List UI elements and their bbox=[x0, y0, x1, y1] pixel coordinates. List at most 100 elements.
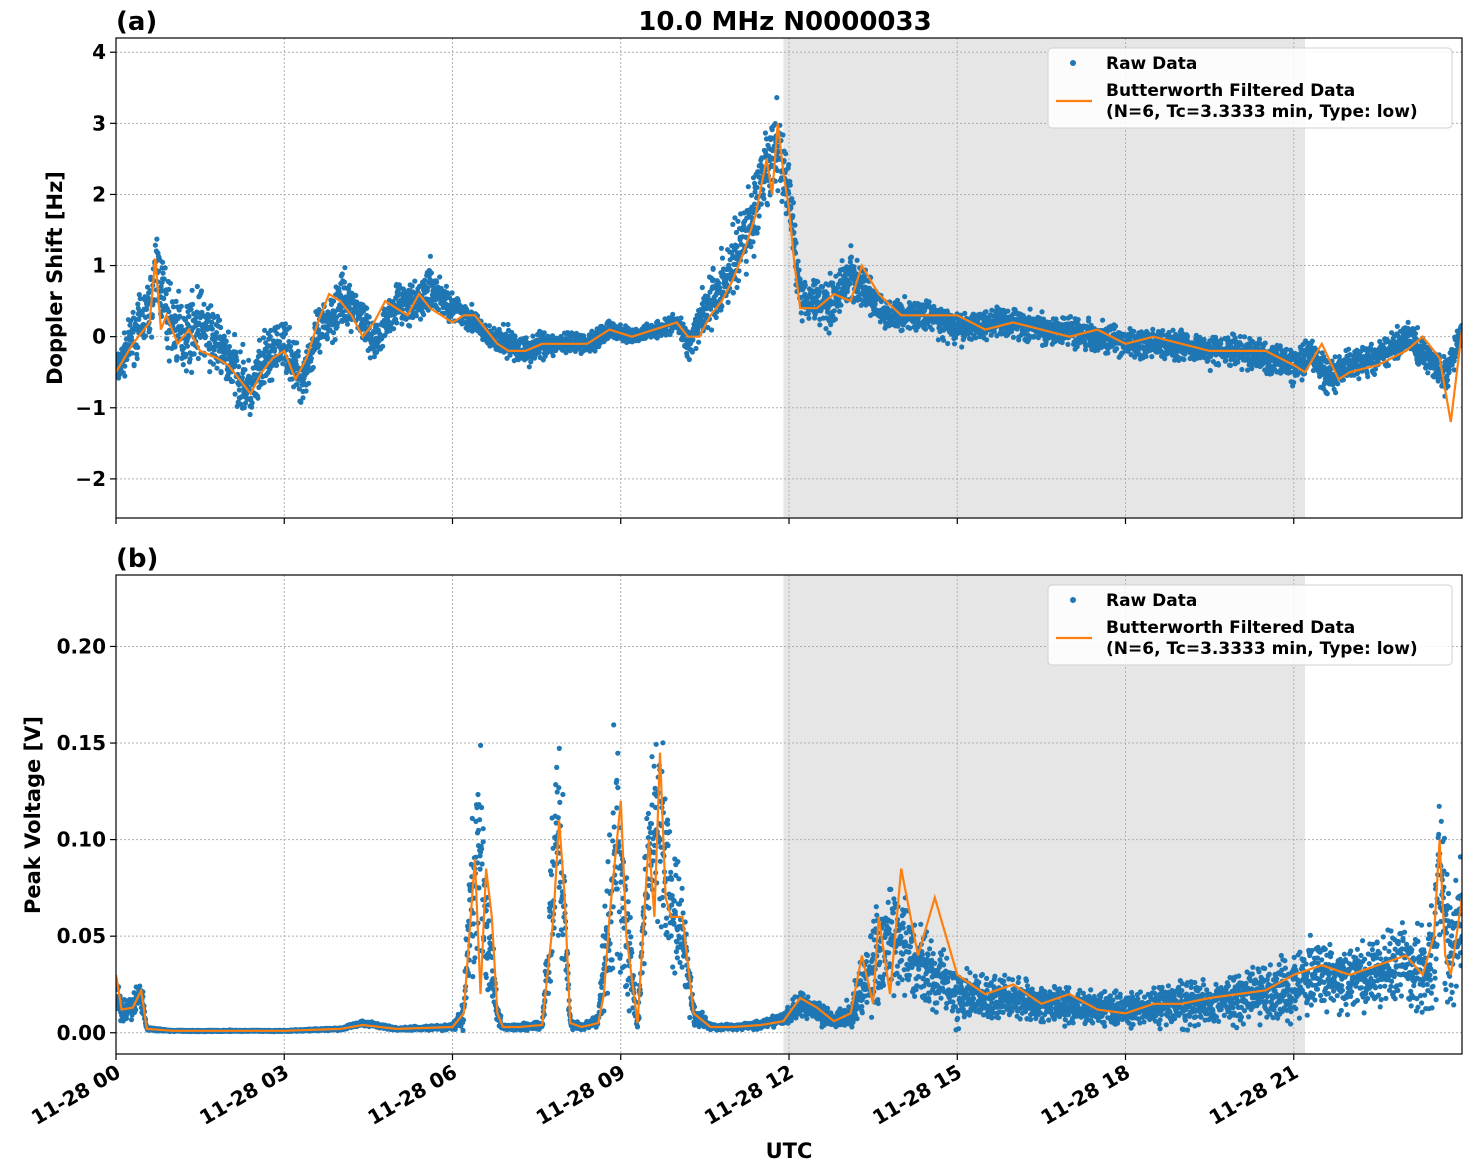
raw-data-point bbox=[268, 327, 274, 333]
raw-data-point bbox=[1086, 315, 1092, 321]
raw-data-point bbox=[407, 323, 413, 329]
raw-data-point bbox=[135, 301, 141, 307]
raw-data-point bbox=[412, 278, 418, 284]
raw-data-point bbox=[338, 294, 344, 300]
raw-data-point bbox=[732, 215, 738, 221]
raw-data-point bbox=[705, 325, 711, 331]
raw-data-point bbox=[1043, 339, 1049, 345]
raw-data-point bbox=[1324, 391, 1330, 397]
raw-data-point bbox=[197, 334, 203, 340]
raw-data-point bbox=[756, 213, 762, 219]
raw-data-point bbox=[271, 346, 278, 352]
raw-data-point bbox=[988, 332, 994, 338]
raw-data-point bbox=[748, 244, 754, 250]
raw-data-point bbox=[791, 229, 797, 236]
raw-data-point bbox=[780, 132, 786, 138]
raw-data-point bbox=[705, 293, 711, 300]
raw-data-point bbox=[1232, 335, 1238, 341]
raw-data-point bbox=[735, 278, 742, 284]
raw-data-point bbox=[1173, 331, 1179, 338]
raw-data-point bbox=[713, 314, 719, 321]
raw-data-point bbox=[861, 273, 868, 279]
raw-data-point bbox=[166, 358, 172, 364]
raw-data-point bbox=[149, 334, 155, 340]
raw-data-point bbox=[733, 229, 740, 236]
raw-data-point bbox=[1237, 333, 1243, 340]
raw-data-point bbox=[899, 305, 905, 311]
raw-data-point bbox=[405, 295, 411, 301]
raw-data-point bbox=[1100, 317, 1106, 323]
raw-data-point bbox=[342, 265, 348, 271]
raw-data-point bbox=[689, 349, 696, 355]
raw-data-point bbox=[1170, 327, 1176, 333]
raw-data-point bbox=[295, 353, 301, 359]
raw-data-point bbox=[380, 343, 386, 349]
raw-data-point bbox=[774, 167, 780, 174]
raw-data-point bbox=[242, 400, 249, 406]
raw-data-point bbox=[945, 340, 951, 347]
raw-data-point bbox=[1040, 316, 1047, 322]
raw-data-point bbox=[142, 333, 149, 339]
raw-data-point bbox=[787, 182, 793, 188]
grid-lines bbox=[116, 38, 1462, 518]
raw-data-point bbox=[931, 303, 937, 310]
raw-data-point bbox=[269, 377, 275, 383]
raw-data-point bbox=[436, 307, 442, 313]
raw-data-point bbox=[951, 341, 958, 347]
raw-data-point bbox=[1039, 309, 1045, 315]
raw-data-point bbox=[1131, 328, 1137, 334]
raw-data-point bbox=[417, 316, 424, 322]
raw-data-point bbox=[371, 354, 377, 360]
raw-data-point bbox=[836, 271, 843, 277]
raw-data-point bbox=[289, 376, 295, 382]
raw-data-point bbox=[792, 222, 798, 228]
raw-data-point bbox=[819, 284, 826, 290]
raw-data-point bbox=[710, 266, 716, 272]
raw-data-point bbox=[1249, 366, 1255, 372]
raw-data-point bbox=[733, 261, 739, 267]
raw-data-point bbox=[274, 331, 280, 337]
raw-data-point bbox=[127, 322, 133, 328]
raw-data-point bbox=[512, 333, 518, 339]
raw-data-point bbox=[922, 326, 929, 332]
raw-data-point bbox=[754, 184, 760, 190]
raw-data-point bbox=[225, 329, 231, 335]
raw-data-point bbox=[762, 130, 769, 136]
raw-data-point bbox=[198, 288, 205, 294]
raw-data-point bbox=[799, 318, 805, 324]
raw-data-point bbox=[1250, 339, 1256, 345]
raw-data-point bbox=[769, 127, 775, 133]
raw-data-point bbox=[509, 329, 515, 336]
raw-data-point bbox=[718, 245, 725, 251]
raw-data-point bbox=[189, 287, 195, 293]
raw-data-point bbox=[166, 309, 172, 315]
raw-data-point bbox=[176, 288, 182, 294]
raw-data-point bbox=[1181, 356, 1187, 363]
raw-data-point bbox=[486, 323, 492, 329]
raw-data-point bbox=[242, 367, 248, 373]
raw-data-point bbox=[786, 162, 792, 168]
raw-data-point bbox=[832, 316, 839, 322]
raw-data-point bbox=[236, 387, 242, 393]
raw-data-point bbox=[394, 320, 400, 326]
raw-data-point bbox=[186, 313, 192, 319]
raw-data-point bbox=[1059, 339, 1065, 346]
raw-data-point bbox=[366, 314, 372, 320]
raw-data-point bbox=[1368, 341, 1374, 347]
raw-data-point bbox=[277, 339, 283, 345]
raw-data-point bbox=[962, 310, 968, 316]
raw-data-point bbox=[815, 279, 821, 285]
raw-data-point bbox=[1149, 354, 1155, 360]
raw-data-point bbox=[136, 292, 142, 298]
raw-data-point bbox=[135, 305, 141, 311]
raw-data-point bbox=[286, 339, 292, 345]
raw-data-point bbox=[158, 284, 164, 290]
raw-data-point bbox=[1372, 366, 1379, 372]
raw-data-point bbox=[719, 303, 725, 309]
raw-data-point bbox=[806, 315, 812, 321]
raw-data-point bbox=[793, 240, 799, 246]
raw-data-point bbox=[306, 380, 312, 386]
raw-data-point bbox=[160, 259, 166, 265]
raw-data-point bbox=[709, 327, 715, 333]
raw-data-point bbox=[716, 280, 722, 286]
